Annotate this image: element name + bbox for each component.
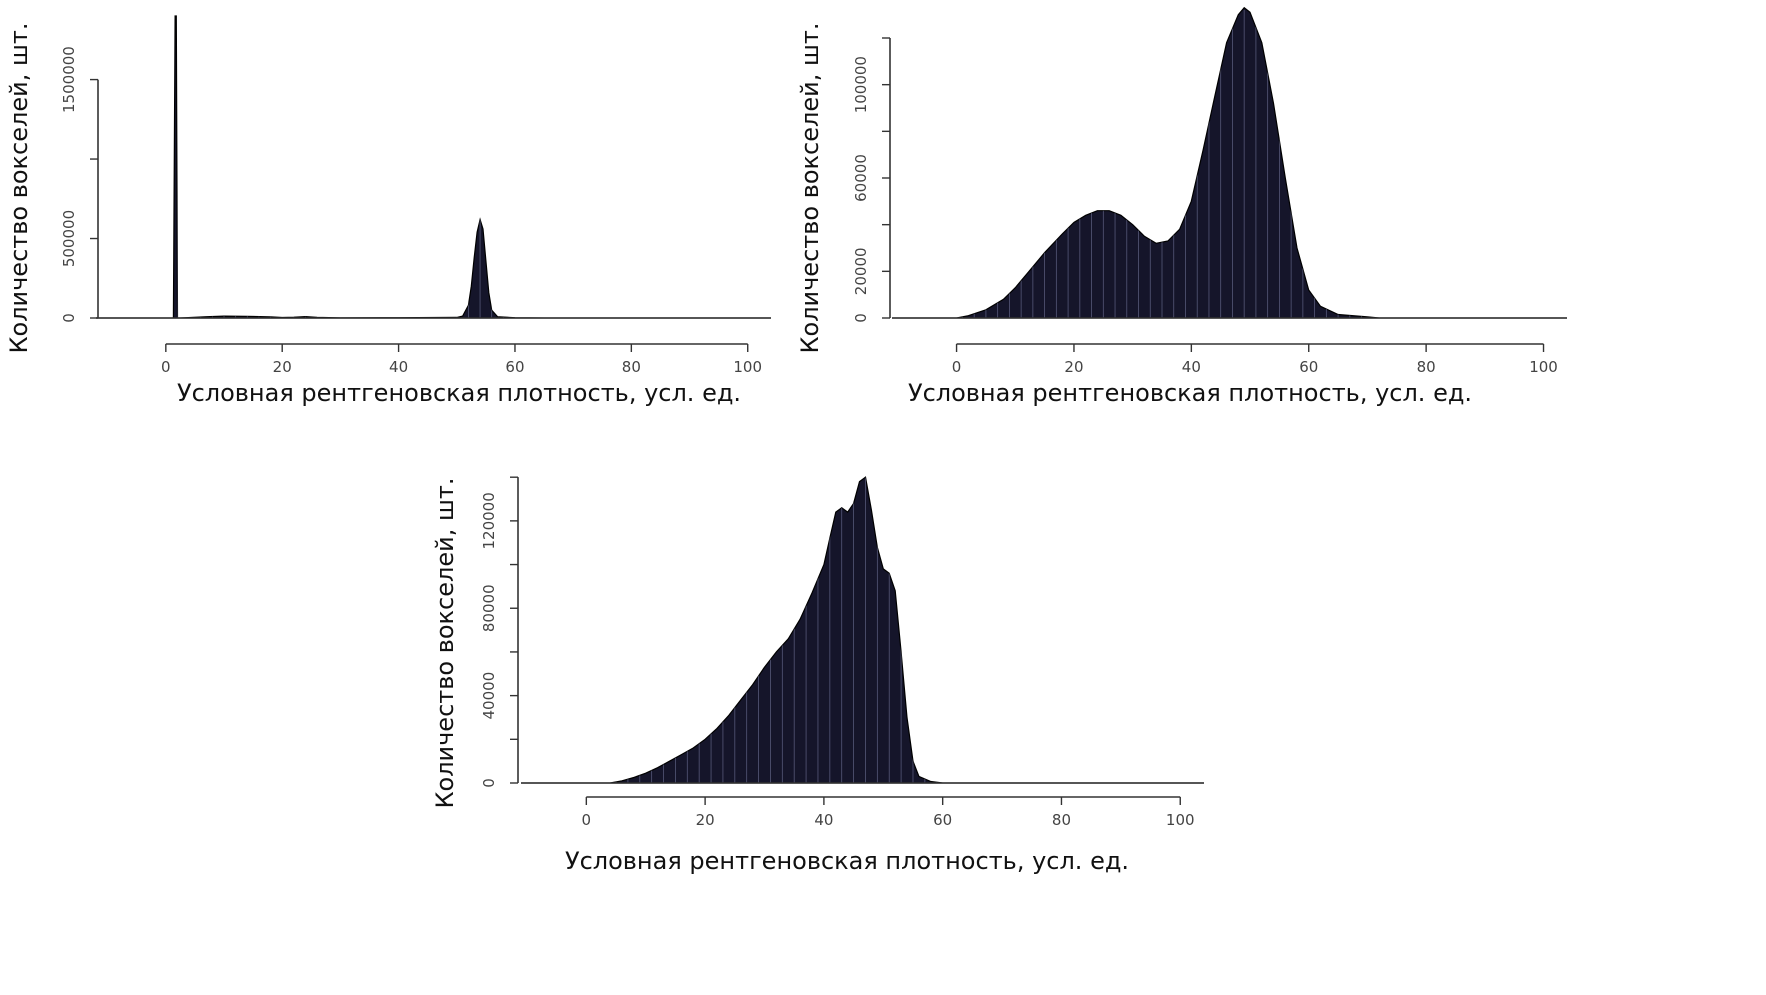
chart-1-x-tick-label: 80 bbox=[622, 358, 641, 376]
histogram-chart-1-svg: Количество вокселей, шт. Условная рентге… bbox=[5, 15, 771, 407]
chart-3-x-tick-label: 80 bbox=[1052, 811, 1071, 829]
chart-3-x-tick-label: 20 bbox=[696, 811, 715, 829]
chart-3-y-tick-label: 80000 bbox=[480, 584, 498, 632]
chart-3-x-tick-label: 60 bbox=[933, 811, 952, 829]
chart-1-y-axis-title: Количество вокселей, шт. bbox=[5, 22, 33, 353]
histogram-chart-2: Количество вокселей, шт. Условная рентге… bbox=[790, 0, 1766, 420]
chart-2-y-tick-label: 0 bbox=[852, 313, 870, 323]
chart-1-x-tick-label: 40 bbox=[389, 358, 408, 376]
chart-2-y-tick-label: 60000 bbox=[852, 154, 870, 202]
chart-2-series-area bbox=[892, 6, 1567, 319]
chart-1-y-tick-label: 1500000 bbox=[60, 46, 78, 113]
histogram-chart-3: Количество вокселей, шт. Условная рентге… bbox=[425, 455, 1225, 885]
chart-2-x-axis-title: Условная рентгеновская плотность, усл. е… bbox=[908, 379, 1472, 407]
chart-3-y-tick-label: 0 bbox=[480, 778, 498, 788]
chart-2-x-tick-label: 20 bbox=[1064, 358, 1083, 376]
histogram-chart-3-svg: Количество вокселей, шт. Условная рентге… bbox=[431, 476, 1204, 875]
chart-1-y-tick-label: 0 bbox=[60, 313, 78, 323]
histogram-chart-2-svg: Количество вокселей, шт. Условная рентге… bbox=[796, 6, 1567, 407]
chart-3-series-area bbox=[521, 476, 1204, 784]
chart-2-x-tick-label: 0 bbox=[952, 358, 962, 376]
chart-1-y-tick-label: 500000 bbox=[60, 210, 78, 267]
chart-3-x-tick-label: 100 bbox=[1166, 811, 1195, 829]
chart-1-x-tick-label: 0 bbox=[161, 358, 171, 376]
chart-1-series-area bbox=[96, 15, 771, 319]
chart-3-y-tick-label: 40000 bbox=[480, 672, 498, 720]
chart-1-x-tick-label: 100 bbox=[733, 358, 762, 376]
chart-2-x-tick-label: 100 bbox=[1529, 358, 1558, 376]
chart-2-y-tick-label: 100000 bbox=[852, 56, 870, 113]
histogram-chart-1: Количество вокселей, шт. Условная рентге… bbox=[0, 0, 800, 420]
chart-3-y-axis-title: Количество вокселей, шт. bbox=[431, 477, 459, 808]
chart-2-y-axis-title: Количество вокселей, шт. bbox=[796, 22, 824, 353]
chart-2-y-tick-label: 20000 bbox=[852, 247, 870, 295]
chart-1-x-axis-title: Условная рентгеновская плотность, усл. е… bbox=[177, 379, 741, 407]
chart-2-x-tick-label: 40 bbox=[1182, 358, 1201, 376]
chart-3-x-tick-label: 40 bbox=[814, 811, 833, 829]
chart-3-x-tick-label: 0 bbox=[582, 811, 592, 829]
chart-1-bin-lines bbox=[96, 16, 771, 318]
chart-3-y-tick-label: 120000 bbox=[480, 492, 498, 549]
chart-1-x-tick-label: 20 bbox=[273, 358, 292, 376]
chart-3-x-axis-title: Условная рентгеновская плотность, усл. е… bbox=[565, 847, 1129, 875]
chart-2-x-tick-label: 60 bbox=[1299, 358, 1318, 376]
chart-1-x-tick-label: 60 bbox=[505, 358, 524, 376]
chart-2-x-tick-label: 80 bbox=[1417, 358, 1436, 376]
